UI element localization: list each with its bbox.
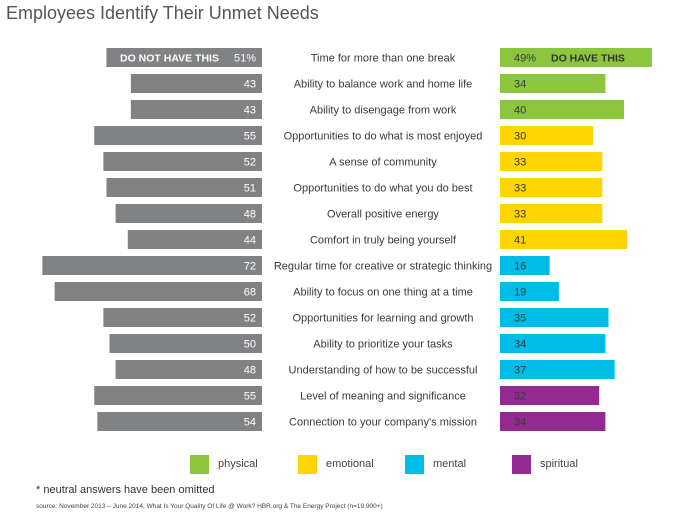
bar-do-not-have-2: [130, 74, 262, 93]
value-label-do-have-7: 33: [514, 209, 526, 221]
legend-swatch-mental: [405, 455, 424, 474]
footnote: * neutral answers have been omitted: [36, 484, 215, 496]
legend-label-physical: physical: [218, 458, 258, 470]
bar-do-have-6: [500, 178, 603, 197]
category-label-8: Comfort in truly being yourself: [310, 235, 457, 247]
value-label-do-not-have-14: 55: [244, 391, 256, 403]
bar-do-not-have-8: [127, 230, 262, 249]
category-label-14: Level of meaning and significance: [300, 391, 466, 403]
value-label-do-not-have-13: 48: [244, 365, 256, 377]
value-label-do-have-15: 34: [514, 417, 526, 429]
value-label-do-not-have-7: 48: [244, 209, 256, 221]
legend-swatch-emotional: [298, 455, 317, 474]
bar-do-have-7: [500, 204, 603, 223]
value-label-do-not-have-5: 52: [244, 157, 256, 169]
value-label-do-have-2: 34: [514, 79, 526, 91]
legend-swatch-physical: [190, 455, 209, 474]
value-label-do-not-have-9: 72: [244, 261, 256, 273]
bar-do-not-have-9: [42, 256, 263, 275]
bar-do-have-13: [500, 360, 615, 379]
value-label-do-have-1: 49%: [514, 53, 536, 65]
value-label-do-not-have-3: 43: [244, 105, 256, 117]
category-label-11: Opportunities for learning and growth: [293, 313, 474, 325]
category-label-9: Regular time for creative or strategic t…: [274, 261, 492, 273]
legend: physical emotional mental spiritual: [0, 455, 700, 477]
value-label-do-have-13: 37: [514, 365, 526, 377]
bar-do-not-have-13: [115, 360, 262, 379]
bar-do-not-have-7: [115, 204, 262, 223]
value-label-do-have-6: 33: [514, 183, 526, 195]
legend-swatch-spiritual: [512, 455, 531, 474]
bar-do-not-have-14: [94, 386, 262, 405]
bar-do-have-12: [500, 334, 606, 353]
category-label-6: Opportunities to do what you do best: [293, 183, 472, 195]
value-label-do-have-4: 30: [514, 131, 526, 143]
bar-do-not-have-15: [97, 412, 262, 431]
value-label-do-not-have-4: 55: [244, 131, 256, 143]
page-title: Employees Identify Their Unmet Needs: [6, 3, 319, 23]
value-label-do-have-8: 41: [514, 235, 526, 247]
bar-do-not-have-5: [103, 152, 263, 171]
category-label-15: Connection to your company's mission: [289, 417, 477, 429]
bar-do-have-10: [500, 282, 559, 301]
value-label-do-not-have-11: 52: [244, 313, 256, 325]
value-label-do-have-12: 34: [514, 339, 526, 351]
bar-do-have-1: [500, 48, 652, 67]
bar-do-have-4: [500, 126, 593, 145]
value-label-do-not-have-15: 54: [244, 417, 256, 429]
bar-do-have-2: [500, 74, 606, 93]
bar-do-not-have-1: [106, 48, 262, 67]
value-label-do-not-have-10: 68: [244, 287, 256, 299]
value-label-do-not-have-2: 43: [244, 79, 256, 91]
value-label-do-have-9: 16: [514, 261, 526, 273]
bar-do-have-3: [500, 100, 624, 119]
value-label-do-not-have-6: 51: [244, 183, 256, 195]
header-do-have: DO HAVE THIS: [551, 53, 625, 65]
bar-do-have-15: [500, 412, 606, 431]
bar-do-not-have-11: [103, 308, 263, 327]
legend-label-spiritual: spiritual: [540, 458, 578, 470]
value-label-do-have-10: 19: [514, 287, 526, 299]
bar-do-have-9: [500, 256, 550, 275]
bar-do-not-have-6: [106, 178, 262, 197]
category-label-4: Opportunities to do what is most enjoyed: [284, 131, 483, 143]
bar-do-not-have-12: [109, 334, 262, 353]
category-label-3: Ability to disengage from work: [310, 105, 457, 117]
category-label-1: Time for more than one break: [311, 53, 456, 65]
value-label-do-not-have-8: 44: [244, 235, 256, 247]
category-label-7: Overall positive energy: [327, 209, 439, 221]
category-label-5: A sense of community: [329, 157, 437, 169]
diverging-bar-chart: 51% Time for more than one break 49% 43 Abil…: [42, 48, 652, 431]
bar-do-not-have-10: [54, 282, 262, 301]
source-note: source: November 2013 – June 2014, What …: [36, 503, 383, 510]
legend-label-emotional: emotional: [326, 458, 374, 470]
category-label-12: Ability to prioritize your tasks: [313, 339, 453, 351]
bar-do-have-14: [500, 386, 600, 405]
header-do-not-have: DO NOT HAVE THIS: [120, 53, 219, 65]
bar-do-not-have-3: [130, 100, 262, 119]
category-label-2: Ability to balance work and home life: [294, 79, 473, 91]
legend-label-mental: mental: [433, 458, 467, 470]
bar-do-have-11: [500, 308, 609, 327]
value-label-do-not-have-1: 51%: [234, 53, 256, 65]
value-label-do-have-3: 40: [514, 105, 526, 117]
category-label-13: Understanding of how to be successful: [289, 365, 478, 377]
value-label-do-have-14: 32: [514, 391, 526, 403]
bar-do-have-8: [500, 230, 628, 249]
bar-do-not-have-4: [94, 126, 262, 145]
value-label-do-not-have-12: 50: [244, 339, 256, 351]
value-label-do-have-11: 35: [514, 313, 526, 325]
category-label-10: Ability to focus on one thing at a time: [293, 287, 473, 299]
bar-do-have-5: [500, 152, 603, 171]
value-label-do-have-5: 33: [514, 157, 526, 169]
